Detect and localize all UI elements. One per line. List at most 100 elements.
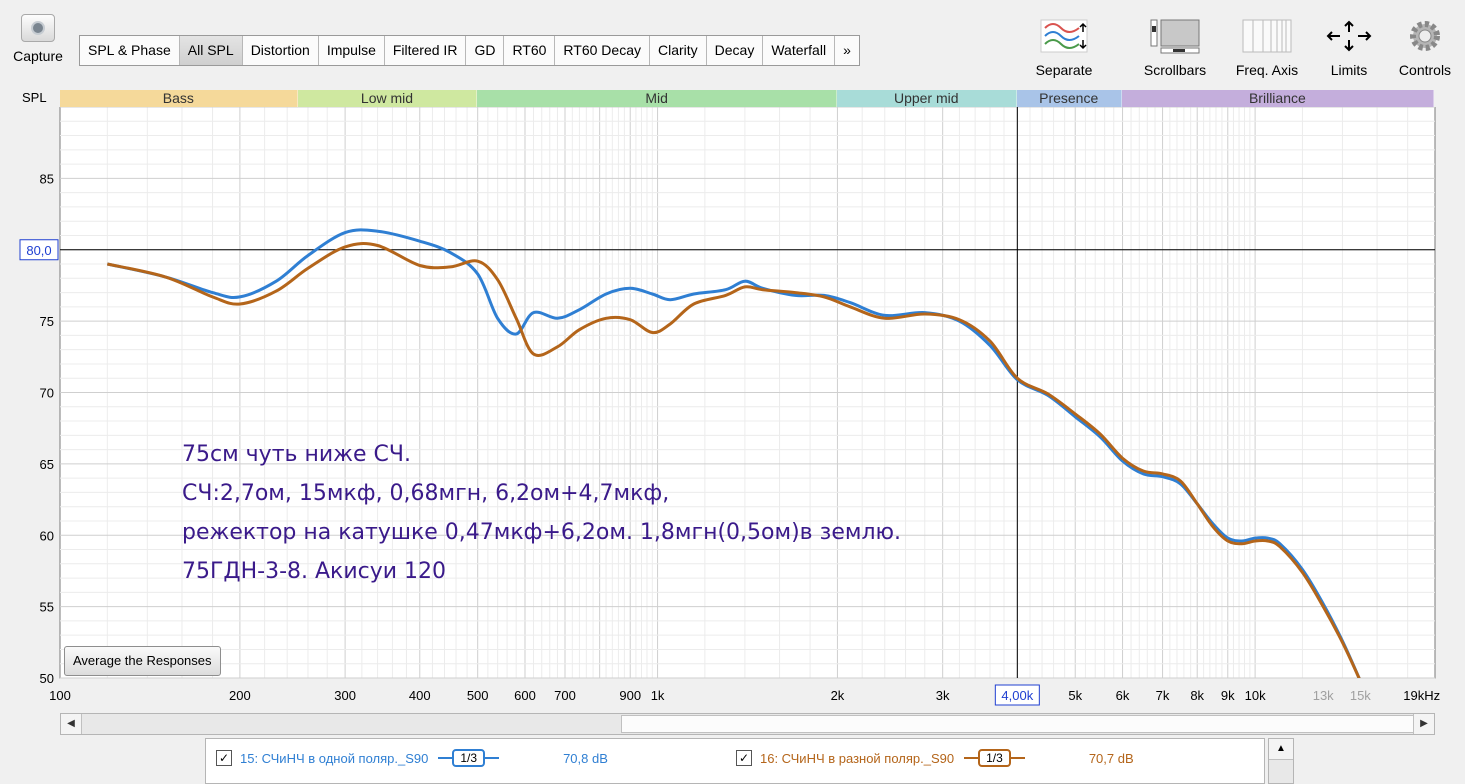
separate-label: Separate [1035, 62, 1093, 78]
data-series [106, 228, 1361, 678]
limits-label: Limits [1330, 62, 1368, 78]
svg-text:80,0: 80,0 [26, 243, 51, 258]
capture-label: Capture [13, 48, 63, 64]
tab-more[interactable]: » [843, 42, 851, 58]
tab-decay[interactable]: Decay [707, 36, 764, 65]
y-tick-label: 60 [40, 528, 54, 543]
annotation-line: СЧ:2,7ом, 15мкф, 0,68мгн, 6,2ом+4,7мкф, [182, 481, 669, 506]
annotation-text: 75см чуть ниже СЧ. СЧ:2,7ом, 15мкф, 0,68м… [182, 442, 901, 584]
cursor-y-readout: 80,0 [19, 239, 59, 261]
y-tick-label: 55 [40, 600, 54, 615]
cursor-crosshair [60, 107, 1435, 678]
tab-impulse[interactable]: Impulse [319, 36, 385, 65]
series-line-2 [106, 242, 1361, 678]
x-tick-label: 5k [1068, 688, 1082, 703]
x-tick-label: 9k [1221, 688, 1235, 703]
freq-axis-button[interactable]: Freq. Axis [1227, 16, 1307, 78]
x-tick-label: 6k [1116, 688, 1130, 703]
x-tick-label: 200 [229, 688, 251, 703]
legend-item[interactable]: ✓ 16: СЧиНЧ в разной поляр._S90 1/3 70,7… [736, 749, 1134, 767]
separate-traces-icon [1028, 16, 1100, 56]
scrollbars-icon [1135, 16, 1215, 56]
y-tick-label: 85 [40, 171, 54, 186]
tab-distortion[interactable]: Distortion [243, 36, 319, 65]
x-tick-label: 3k [936, 688, 950, 703]
x-tick-label: 13k [1313, 688, 1334, 703]
tab-clarity[interactable]: Clarity [650, 36, 707, 65]
horizontal-scrollbar[interactable]: ◀ ▶ [60, 713, 1435, 735]
measurement-level: 70,8 dB [563, 750, 608, 766]
graph-tabs: SPL & Phase All SPL Distortion Impulse F… [79, 35, 860, 66]
x-tick-label: 300 [334, 688, 356, 703]
tab-rt60[interactable]: RT60 [504, 36, 556, 65]
measurement-legend: ✓ 15: СЧиНЧ в одной поляр._S90 1/3 70,8 … [205, 738, 1265, 784]
band-presence: Presence [1016, 90, 1122, 107]
controls-label: Controls [1398, 62, 1452, 78]
band-bass: Bass [60, 90, 298, 107]
tab-gd[interactable]: GD [466, 36, 505, 65]
smoothing-indicator[interactable]: 1/3 [964, 749, 1025, 767]
band-mid: Mid [477, 90, 837, 107]
capture-button[interactable]: Capture [8, 14, 68, 64]
x-tick-label: 700 [554, 688, 576, 703]
x-axis-ticks: 100 200 300 400 500 600 700 900 1k 2k 3k 5k 6k 7k 8k 9k… [49, 684, 1440, 706]
scroll-right-icon[interactable]: ▶ [1413, 714, 1434, 734]
tab-all-spl[interactable]: All SPL [179, 36, 243, 65]
controls-button[interactable]: Controls [1390, 16, 1460, 78]
spl-axis-label: SPL [22, 90, 47, 105]
x-tick-label: 100 [49, 688, 71, 703]
visibility-checkbox[interactable]: ✓ [216, 750, 232, 766]
freq-axis-icon [1227, 16, 1307, 56]
tab-waterfall[interactable]: Waterfall [763, 36, 836, 65]
legend-vertical-scrollbar[interactable]: ▲ [1268, 738, 1294, 784]
scroll-up-icon[interactable]: ▲ [1269, 739, 1293, 760]
separate-button[interactable]: Separate [1028, 16, 1100, 78]
controls-gear-icon [1390, 16, 1460, 56]
scrollbars-label: Scrollbars [1143, 62, 1207, 78]
average-responses-button[interactable]: Average the Responses [64, 646, 221, 676]
annotation-line: 75ГДН-3-8. Акисуи 120 [182, 559, 446, 584]
band-low-mid: Low mid [297, 90, 478, 107]
x-tick-label: 1k [651, 688, 665, 703]
spl-chart[interactable]: 100 200 300 400 500 600 700 900 1k 2k 3k 5k 6k 7k 8k 9k… [0, 107, 1465, 711]
grid-lines [60, 107, 1435, 679]
x-tick-label: 8k [1190, 688, 1204, 703]
annotation-line: 75см чуть ниже СЧ. [182, 442, 411, 467]
x-tick-label: 19kHz [1403, 688, 1440, 703]
x-tick-label: 400 [409, 688, 431, 703]
cursor-x-readout: 4,00k [994, 684, 1040, 706]
x-tick-label: 15k [1350, 688, 1371, 703]
annotation-line: режектор на катушке 0,47мкф+6,2ом. 1,8мг… [182, 520, 901, 545]
tab-filtered-ir[interactable]: Filtered IR [385, 36, 467, 65]
svg-text:4,00k: 4,00k [1001, 688, 1033, 703]
x-tick-label: 500 [467, 688, 489, 703]
band-brilliance: Brilliance [1121, 90, 1434, 107]
tab-spl-phase[interactable]: SPL & Phase [80, 36, 180, 65]
y-axis-ticks: 50 55 60 65 70 75 85 80,0 [19, 171, 59, 686]
y-tick-label: 50 [40, 671, 54, 686]
limits-icon [1316, 16, 1382, 56]
y-tick-label: 70 [40, 386, 54, 401]
measurement-name: 15: СЧиНЧ в одной поляр._S90 [240, 750, 429, 766]
measurement-name: 16: СЧиНЧ в разной поляр._S90 [760, 750, 955, 766]
y-tick-label: 75 [40, 314, 54, 329]
x-tick-label: 2k [831, 688, 845, 703]
camera-icon [21, 14, 55, 42]
x-tick-label: 10k [1245, 688, 1266, 703]
measurement-level: 70,7 dB [1088, 750, 1134, 766]
visibility-checkbox[interactable]: ✓ [736, 750, 752, 766]
legend-item[interactable]: ✓ 15: СЧиНЧ в одной поляр._S90 1/3 70,8 … [216, 749, 608, 767]
scroll-left-icon[interactable]: ◀ [61, 714, 82, 734]
y-tick-label: 65 [40, 457, 54, 472]
x-tick-label: 600 [514, 688, 536, 703]
smoothing-indicator[interactable]: 1/3 [438, 749, 500, 767]
scroll-thumb[interactable] [621, 715, 1416, 733]
scrollbars-button[interactable]: Scrollbars [1135, 16, 1215, 78]
limits-button[interactable]: Limits [1316, 16, 1382, 78]
freq-axis-label: Freq. Axis [1235, 62, 1299, 78]
band-upper-mid: Upper mid [836, 90, 1017, 107]
x-tick-label: 7k [1156, 688, 1170, 703]
frequency-band-bar: Bass Low mid Mid Upper mid Presence Brillianc… [60, 90, 1434, 107]
tab-rt60-decay[interactable]: RT60 Decay [555, 36, 650, 65]
x-tick-label: 900 [619, 688, 641, 703]
